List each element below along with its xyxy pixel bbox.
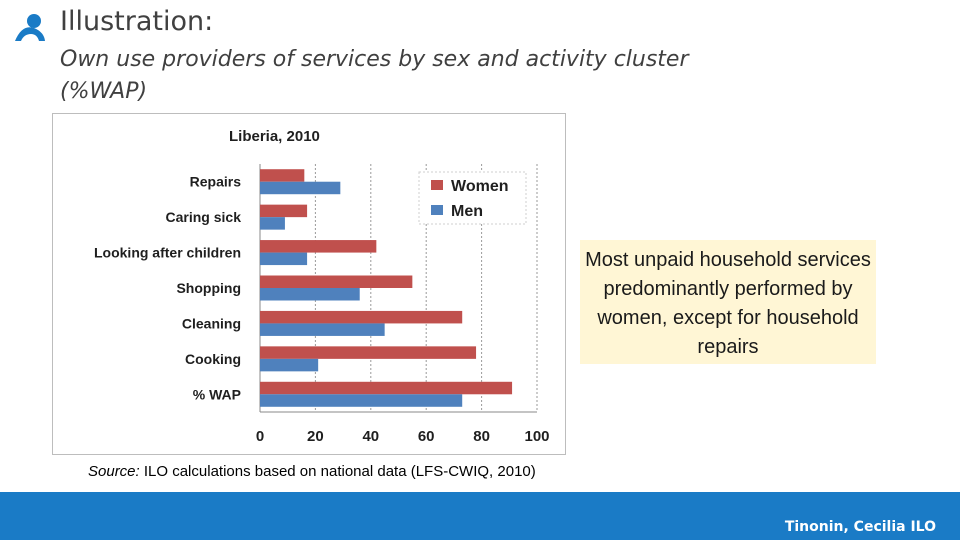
bar-men (260, 394, 463, 407)
bar-women (260, 275, 413, 288)
bar-chart: Liberia, 2010 0 20 40 60 80 100 Repairs Caring s… (94, 128, 550, 445)
category-label: Cleaning (182, 315, 241, 331)
bar-women (260, 169, 305, 182)
page-title: Illustration: (60, 6, 214, 37)
bar-men (260, 217, 285, 230)
x-tick-label: 60 (418, 428, 435, 445)
bar-men (260, 323, 385, 336)
bar-men (260, 358, 319, 372)
bar-men (260, 252, 308, 266)
chart-panel: Liberia, 2010 0 20 40 60 80 100 Repairs Caring s… (52, 113, 566, 455)
page-subtitle: Own use providers of services by sex and… (60, 47, 689, 104)
category-label: Shopping (176, 280, 241, 296)
x-tick-label: 40 (362, 428, 379, 445)
chart-title: Liberia, 2010 (229, 128, 320, 145)
callout-text: Most unpaid household services predomina… (585, 249, 871, 358)
x-tick-label: 100 (524, 428, 549, 445)
bar-women (260, 381, 513, 395)
callout-box (580, 240, 876, 364)
bar-women (260, 310, 463, 324)
x-tick-label: 20 (307, 428, 324, 445)
legend-label: Women (451, 178, 508, 195)
bar-women (260, 240, 377, 253)
source-note: Source: ILO calculations based on nation… (88, 462, 558, 482)
x-tick-label: 0 (256, 428, 264, 445)
x-tick-label: 80 (473, 428, 490, 445)
category-label: Looking after children (94, 245, 241, 261)
legend-label: Men (451, 203, 483, 220)
bar-women (260, 204, 308, 218)
bar-men (260, 181, 341, 195)
bar-men (260, 288, 360, 301)
legend-swatch (431, 205, 443, 215)
source-text: ILO calculations based on national data … (139, 463, 536, 480)
footer-bar (0, 492, 960, 540)
category-label: % WAP (193, 386, 241, 402)
category-label: Repairs (190, 174, 242, 190)
author-credit: Tinonin, Cecilia ILO (784, 519, 936, 535)
source-label: Source: (88, 463, 140, 480)
category-label: Caring sick (166, 209, 242, 225)
bar-women (260, 346, 477, 359)
person-icon (15, 14, 45, 41)
legend-swatch (431, 180, 443, 190)
category-label: Cooking (185, 351, 241, 367)
